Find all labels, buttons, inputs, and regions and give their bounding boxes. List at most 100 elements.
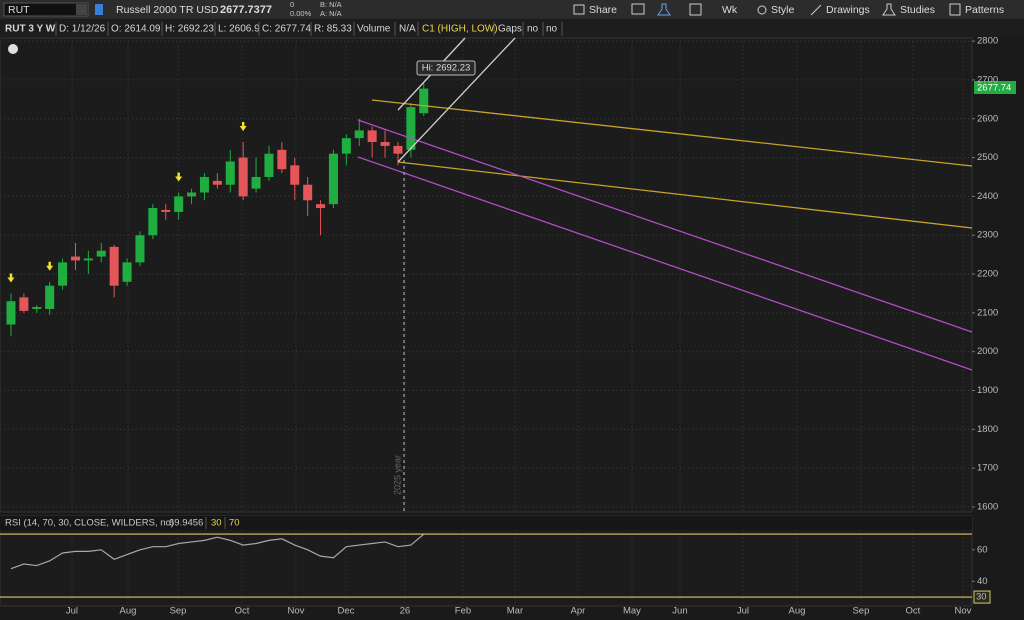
- y-tick-label: 2400: [977, 191, 998, 202]
- candle-body: [174, 196, 184, 212]
- x-tick-label: Sep: [170, 606, 187, 617]
- description: Russell 2000 TR USD: [116, 4, 219, 16]
- extra-value: no: [546, 24, 558, 35]
- style-button[interactable]: Style: [771, 4, 795, 16]
- x-tick-label: Apr: [571, 606, 586, 617]
- drawings-icon[interactable]: [810, 4, 822, 16]
- x-tick-label: 26: [400, 606, 411, 617]
- candle-body: [148, 208, 158, 236]
- y-tick-label: 2300: [977, 230, 998, 241]
- candle-body: [354, 130, 364, 139]
- x-tick-label: Jul: [737, 606, 749, 617]
- drawings-button[interactable]: Drawings: [826, 4, 870, 16]
- candle-body: [290, 165, 300, 185]
- symbol[interactable]: RUT: [8, 4, 30, 16]
- rsi-line: [10, 533, 425, 570]
- header-low: L: 2606.9: [218, 24, 260, 35]
- symbol-box[interactable]: [3, 2, 89, 17]
- settings-icon[interactable]: [689, 3, 702, 16]
- candle-body: [367, 130, 377, 143]
- signal-arrow: [7, 273, 15, 283]
- rsi-title: RSI (14, 70, 30, CLOSE, WILDERS, no): [5, 518, 174, 529]
- x-tick-label: Nov: [955, 606, 972, 617]
- x-tick-label: Feb: [455, 606, 471, 617]
- y-tick-label: 2000: [977, 346, 998, 357]
- gaps-value: no: [527, 24, 539, 35]
- trend-line: [357, 156, 973, 371]
- patterns-button[interactable]: Patterns: [965, 4, 1004, 16]
- candle-body: [264, 153, 274, 177]
- toolbar: [0, 0, 1024, 19]
- studies-icon[interactable]: [882, 3, 896, 16]
- share-icon[interactable]: [573, 4, 585, 15]
- style-icon[interactable]: [757, 5, 767, 15]
- header-high: H: 2692.23: [165, 24, 214, 35]
- period-button[interactable]: Wk: [722, 4, 738, 16]
- candle-body: [187, 192, 197, 197]
- x-tick-label: Jul: [66, 606, 78, 617]
- rsi-level-label: 70: [229, 518, 240, 529]
- level-tag-label: 30: [976, 592, 987, 603]
- candle-body: [316, 204, 326, 209]
- share-button[interactable]: Share: [589, 4, 617, 16]
- symbol-dropdown[interactable]: [76, 4, 87, 15]
- x-tick-label: Dec: [338, 606, 355, 617]
- x-tick-label: Aug: [788, 606, 805, 617]
- candle-body: [303, 184, 313, 201]
- y-tick-label: 2600: [977, 113, 998, 124]
- x-tick-label: May: [623, 606, 641, 617]
- rsi-value: 69.9456: [169, 518, 203, 529]
- candle-body: [277, 149, 287, 170]
- candle-body: [225, 161, 235, 185]
- y-tick-label: 1900: [977, 385, 998, 396]
- candle-body: [251, 176, 261, 189]
- change: 0: [290, 0, 294, 9]
- signal-arrow: [46, 261, 54, 271]
- candle-body: [122, 262, 132, 282]
- candle-body: [83, 258, 93, 261]
- x-tick-label: Mar: [507, 606, 523, 617]
- study-label[interactable]: C1 (HIGH, LOW): [422, 24, 498, 35]
- flask-icon[interactable]: [657, 3, 671, 16]
- trend-line: [397, 161, 973, 229]
- rsi-pane: [0, 515, 973, 607]
- candle-body: [328, 153, 338, 205]
- y-tick-label: 2500: [977, 152, 998, 163]
- info-icon[interactable]: [8, 44, 18, 54]
- candle-body: [32, 307, 42, 309]
- grid-icon[interactable]: [631, 3, 645, 15]
- header-row: [0, 20, 1024, 37]
- patterns-icon[interactable]: [949, 3, 961, 16]
- candle-body: [161, 209, 171, 212]
- y-tick-label: 2800: [977, 36, 998, 47]
- last-price: 2677.7377: [220, 4, 272, 16]
- ask: A: N/A: [320, 9, 342, 18]
- gaps-label[interactable]: Gaps: [498, 24, 522, 35]
- rsi-level-label: 30: [211, 518, 222, 529]
- header-close: C: 2677.74: [262, 24, 311, 35]
- hi-callout: [416, 60, 476, 76]
- candle-body: [58, 262, 68, 286]
- y-tick-label: 60: [977, 544, 988, 555]
- studies-button[interactable]: Studies: [900, 4, 935, 16]
- link-icon[interactable]: [95, 4, 103, 15]
- x-tick-label: Oct: [906, 606, 921, 617]
- candle-body: [70, 256, 80, 261]
- price-pane: [0, 37, 973, 513]
- hi-label: Hi: 2692.23: [422, 63, 471, 74]
- volume-label[interactable]: Volume: [357, 24, 391, 35]
- candle-body: [341, 138, 351, 154]
- trend-line: [357, 119, 973, 333]
- candle-body: [199, 176, 209, 193]
- year-label: 2025 year: [392, 455, 402, 495]
- trend-line: [397, 37, 516, 163]
- candle-body: [19, 297, 29, 311]
- header-date: D: 1/12/26: [59, 24, 106, 35]
- y-tick-label: 2100: [977, 307, 998, 318]
- candle-body: [238, 157, 248, 197]
- x-tick-label: Aug: [120, 606, 137, 617]
- candle-body: [212, 180, 222, 185]
- x-tick-label: Sep: [852, 606, 869, 617]
- y-tick-label: 2200: [977, 269, 998, 280]
